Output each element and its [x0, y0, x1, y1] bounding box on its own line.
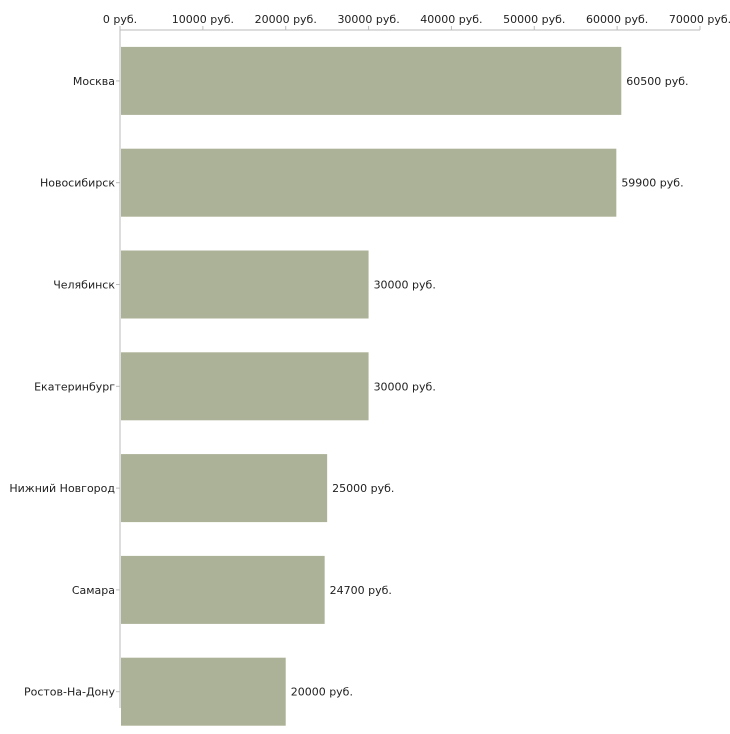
- y-tick-label: Новосибирск: [40, 177, 115, 190]
- x-tick-label: 60000 руб.: [586, 13, 648, 26]
- data-label: 60500 руб.: [626, 75, 688, 88]
- data-label: 24700 руб.: [330, 584, 392, 597]
- data-labels: 60500 руб. 59900 руб. 30000 руб. 30000 руб.…: [291, 75, 689, 699]
- data-label: 25000 руб.: [332, 482, 394, 495]
- x-tick-label: 70000 руб.: [669, 13, 730, 26]
- x-tick-label: 20000 руб.: [255, 13, 317, 26]
- y-tick-label: Нижний Новгород: [9, 482, 115, 495]
- y-tick-label: Ростов-На-Дону: [24, 686, 115, 699]
- y-tick-label: Москва: [73, 75, 115, 88]
- x-axis: 0 руб. 10000 руб. 20000 руб. 30000 руб. 4000…: [103, 13, 730, 31]
- y-tick-label: Екатеринбург: [34, 380, 115, 393]
- x-tick-label: 10000 руб.: [172, 13, 234, 26]
- y-tick-label: Челябинск: [53, 279, 115, 292]
- bar: [121, 46, 622, 115]
- x-tick-label: 0 руб.: [103, 13, 137, 26]
- bar: [121, 657, 286, 726]
- bar: [121, 250, 369, 319]
- x-tick-label: 40000 руб.: [420, 13, 482, 26]
- x-tick-label: 50000 руб.: [503, 13, 565, 26]
- data-label: 20000 руб.: [291, 686, 353, 699]
- bar: [121, 352, 369, 421]
- data-label: 30000 руб.: [374, 380, 436, 393]
- y-axis: Москва Новосибирск Челябинск Екатеринбург Ни…: [9, 30, 121, 708]
- y-tick-label: Самара: [72, 584, 115, 597]
- bar: [121, 555, 325, 624]
- data-label: 30000 руб.: [374, 279, 436, 292]
- bar: [121, 148, 617, 217]
- data-label: 59900 руб.: [621, 177, 683, 190]
- bars: [121, 46, 622, 726]
- x-tick-label: 30000 руб.: [337, 13, 399, 26]
- bar: [121, 454, 328, 523]
